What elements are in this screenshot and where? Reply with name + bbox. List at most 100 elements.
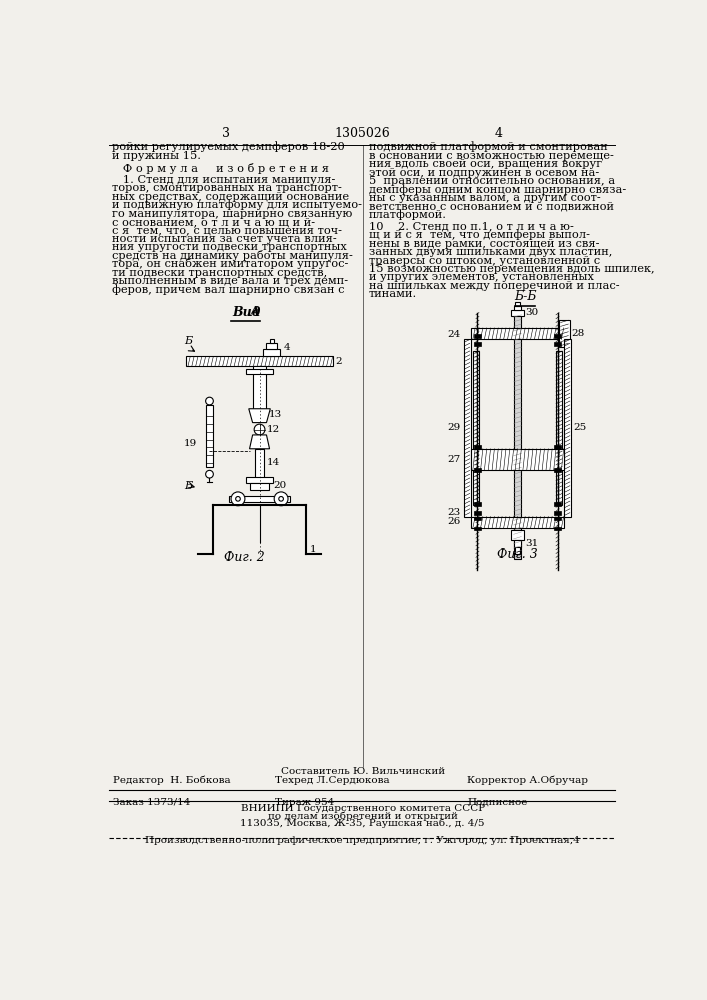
Polygon shape	[250, 435, 269, 449]
Bar	[474, 342, 481, 346]
Bar	[474, 334, 481, 338]
Bar	[473, 351, 479, 505]
Text: 15 возможностью перемещения вдоль шпилек,: 15 возможностью перемещения вдоль шпилек…	[369, 264, 655, 274]
Text: Корректор А.Обручар: Корректор А.Обручар	[467, 775, 588, 785]
Bar	[206, 405, 214, 466]
Text: 2: 2	[335, 357, 341, 366]
Text: тинами.: тинами.	[369, 289, 417, 299]
Text: 113035, Москва, Ж-35, Раушская наб., д. 4/5: 113035, Москва, Ж-35, Раушская наб., д. …	[240, 819, 485, 828]
Text: ных средствах, содержащий основание: ных средствах, содержащий основание	[112, 192, 349, 202]
Bar	[253, 366, 266, 409]
Text: 27: 27	[448, 455, 460, 464]
Text: А: А	[250, 306, 259, 319]
Text: ВНИИПИ Государственного комитета СССР: ВНИИПИ Государственного комитета СССР	[240, 804, 485, 813]
Text: ны с указанным валом, а другим соот-: ны с указанным валом, а другим соот-	[369, 193, 601, 203]
Bar	[247, 477, 273, 483]
Text: щ и й с я  тем, что демпферы выпол-: щ и й с я тем, что демпферы выпол-	[369, 229, 590, 240]
Bar	[474, 527, 481, 530]
Bar	[474, 445, 481, 449]
Text: 13: 13	[269, 410, 282, 419]
Bar	[554, 511, 561, 515]
Text: демпферы одним концом шарнирно связа-: демпферы одним концом шарнирно связа-	[369, 184, 626, 195]
Bar	[554, 527, 561, 530]
Text: Б: Б	[185, 481, 193, 491]
Bar	[554, 468, 561, 472]
Bar	[264, 349, 281, 356]
Bar	[472, 328, 563, 339]
Text: и пружины 15.: и пружины 15.	[112, 151, 201, 161]
Text: 23: 23	[448, 508, 460, 517]
Text: 28: 28	[571, 329, 585, 338]
Bar	[246, 369, 274, 374]
Text: траверсы со штоком, установленной с: траверсы со штоком, установленной с	[369, 256, 600, 266]
Text: Техред Л.Сердюкова: Техред Л.Сердюкова	[275, 776, 390, 785]
Bar	[229, 496, 291, 502]
Text: 31: 31	[525, 539, 539, 548]
Text: феров, причем вал шарнирно связан с: феров, причем вал шарнирно связан с	[112, 284, 344, 295]
Text: тора, он снабжен имитатором упругос-: тора, он снабжен имитатором упругос-	[112, 258, 348, 269]
Bar	[511, 310, 524, 316]
Bar	[514, 306, 521, 310]
Text: и упругих элементов, установленных: и упругих элементов, установленных	[369, 272, 594, 282]
Text: торов, смонтированных на транспорт-: торов, смонтированных на транспорт-	[112, 183, 341, 193]
Bar	[269, 339, 274, 343]
Text: 10    2. Стенд по п.1, о т л и ч а ю-: 10 2. Стенд по п.1, о т л и ч а ю-	[369, 222, 574, 232]
Text: выполненным в виде вала и трех демп-: выполненным в виде вала и трех демп-	[112, 276, 348, 286]
Circle shape	[279, 497, 284, 501]
Text: 25: 25	[573, 424, 586, 432]
Text: го манипулятора, шарнирно связанную: го манипулятора, шарнирно связанную	[112, 209, 352, 219]
Text: Заказ 1373/14: Заказ 1373/14	[113, 798, 191, 807]
Text: Составитель Ю. Вильчинский: Составитель Ю. Вильчинский	[281, 767, 445, 776]
Text: 12: 12	[267, 425, 281, 434]
Bar	[515, 302, 520, 306]
Bar	[474, 502, 481, 506]
Text: занных двумя шпильками двух пластин,: занных двумя шпильками двух пластин,	[369, 247, 612, 257]
Bar	[255, 449, 264, 478]
Text: средств на динамику работы манипуля-: средств на динамику работы манипуля-	[112, 250, 353, 261]
Text: 5  правлении относительно основания, а: 5 правлении относительно основания, а	[369, 176, 615, 186]
Text: подвижной платформой и смонтирован: подвижной платформой и смонтирован	[369, 142, 607, 152]
Text: в основании с возможностью перемеще-: в основании с возможностью перемеще-	[369, 151, 614, 161]
Bar	[267, 343, 277, 349]
Bar	[554, 334, 561, 338]
Text: ния упругости подвески транспортных: ния упругости подвески транспортных	[112, 242, 346, 252]
Text: с основанием, о т л и ч а ю щ и й-: с основанием, о т л и ч а ю щ и й-	[112, 217, 315, 227]
Text: Ф о р м у л а     и з о б р е т е н и я: Ф о р м у л а и з о б р е т е н и я	[112, 163, 329, 174]
Bar	[511, 530, 524, 540]
Bar	[514, 540, 521, 547]
Bar	[474, 517, 481, 520]
Bar	[472, 517, 563, 528]
Bar	[554, 342, 561, 346]
Text: ветственно с основанием и с подвижной: ветственно с основанием и с подвижной	[369, 202, 614, 212]
Text: 1: 1	[310, 545, 316, 554]
Text: Вид: Вид	[233, 306, 261, 319]
Text: Тираж 954: Тираж 954	[275, 798, 334, 807]
Circle shape	[254, 424, 265, 435]
Text: нены в виде рамки, состоящей из свя-: нены в виде рамки, состоящей из свя-	[369, 239, 600, 249]
Circle shape	[206, 397, 214, 405]
Bar	[472, 449, 563, 470]
Text: 3: 3	[223, 127, 230, 140]
Bar	[554, 502, 561, 506]
Circle shape	[206, 470, 214, 478]
Bar	[554, 445, 561, 449]
Circle shape	[231, 492, 245, 506]
Text: 26: 26	[448, 517, 460, 526]
Circle shape	[235, 497, 240, 501]
Text: с я  тем, что, с целью повышения точ-: с я тем, что, с целью повышения точ-	[112, 226, 341, 235]
Text: ройки регулируемых демпферов 18-20: ройки регулируемых демпферов 18-20	[112, 142, 344, 152]
Text: 1. Стенд для испытания манипуля-: 1. Стенд для испытания манипуля-	[112, 175, 335, 185]
Bar	[250, 483, 269, 490]
Text: 19: 19	[184, 439, 197, 448]
Text: 1305026: 1305026	[335, 127, 390, 140]
Text: 29: 29	[448, 424, 460, 432]
Text: Б-Б: Б-Б	[514, 290, 537, 303]
Polygon shape	[249, 409, 270, 423]
Text: Подписное: Подписное	[467, 798, 528, 807]
Bar	[515, 547, 520, 554]
Bar	[563, 339, 571, 517]
Text: ния вдоль своей оси, вращения вокруг: ния вдоль своей оси, вращения вокруг	[369, 159, 602, 169]
Text: 14: 14	[267, 458, 280, 467]
Text: 4: 4	[494, 127, 502, 140]
Text: 24: 24	[448, 330, 460, 339]
